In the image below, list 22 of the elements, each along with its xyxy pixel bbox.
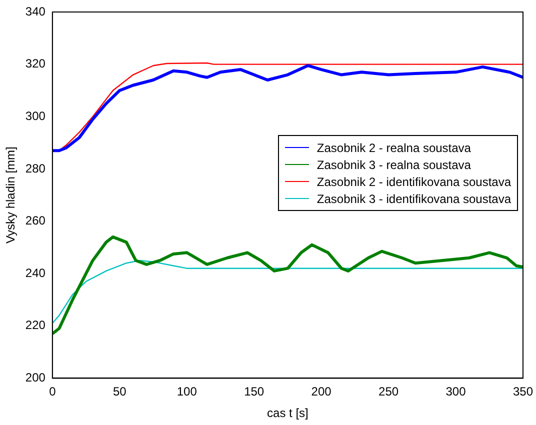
- x-tick-label: 100: [176, 384, 198, 399]
- x-tick-label: 300: [446, 384, 466, 399]
- x-tick-label: 250: [378, 384, 399, 399]
- legend-label: Zasobnik 3 - identifikovana soustava: [316, 192, 511, 206]
- y-tick-label: 220: [25, 318, 46, 332]
- x-tick-label: 200: [311, 384, 332, 399]
- y-tick-label: 240: [25, 266, 46, 280]
- y-tick-label: 200: [25, 370, 46, 385]
- legend-label: Zasobnik 3 - realna soustava: [316, 158, 471, 172]
- y-tick-label: 280: [25, 161, 46, 176]
- y-tick-label: 260: [25, 214, 46, 228]
- x-axis-title: cas t [s]: [267, 406, 308, 420]
- legend-label: Zasobnik 2 - identifikovana soustava: [316, 174, 511, 188]
- x-tick-label: 0: [49, 384, 56, 399]
- x-tick-label: 350: [512, 384, 534, 399]
- x-tick-label: 150: [244, 384, 264, 399]
- y-tick-label: 340: [25, 4, 46, 18]
- y-tick-label: 320: [25, 56, 46, 71]
- x-tick-label: 50: [112, 384, 127, 399]
- y-tick-label: 300: [25, 108, 46, 123]
- y-axis-title: Vysky hladin [mm]: [4, 146, 18, 244]
- legend-label: Zasobnik 2 - realna soustava: [316, 140, 471, 154]
